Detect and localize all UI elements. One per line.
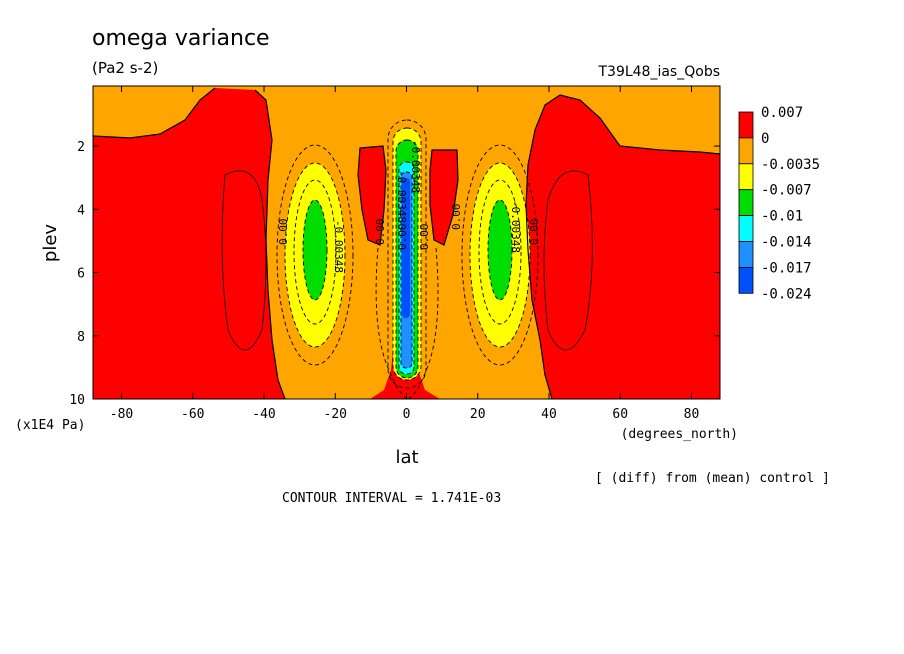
x-tick-label: 80 — [684, 407, 700, 422]
red-hole-left — [358, 146, 386, 245]
x-tick-label: -40 — [252, 407, 275, 422]
contour-label: 0.00 — [528, 219, 541, 246]
colorbar-swatch — [738, 163, 754, 191]
contour-label: -0.00348 — [395, 170, 408, 223]
y-tick-label: 2 — [77, 140, 85, 155]
x-tick-label: 0 — [403, 407, 411, 422]
green-right — [488, 200, 512, 300]
colorbar-label: -0.024 — [761, 286, 812, 302]
x-tick-label: 40 — [541, 407, 557, 422]
x-tick-label: -20 — [324, 407, 347, 422]
chart-units: (Pa2 s-2) — [92, 59, 158, 77]
run-label: T39L48_ias_Qobs — [597, 64, 720, 80]
chart-title: omega variance — [92, 26, 270, 51]
colorbar-label: -0.014 — [761, 235, 812, 251]
colorbar-swatch — [738, 215, 754, 242]
positive-contours — [221, 170, 593, 351]
y-axis: 2 4 6 8 10 — [69, 140, 720, 408]
equatorial-blue — [402, 178, 410, 318]
contour-label: 0.00 — [450, 204, 463, 231]
x-tick-label: -60 — [181, 407, 204, 422]
y-tick-label: 6 — [77, 267, 85, 282]
x-units: (degrees_north) — [621, 427, 738, 442]
y-tick-label: 10 — [69, 393, 85, 408]
colorbar-label: -0.007 — [761, 183, 812, 199]
y-units: (x1E4 Pa) — [15, 418, 85, 433]
colorbar-swatch — [738, 189, 754, 216]
contour-interval: CONTOUR INTERVAL = 1.741E-03 — [282, 491, 501, 506]
colorbar-label: 0.007 — [761, 105, 803, 121]
x-tick-label: -80 — [110, 407, 133, 422]
contour-label: -0.00348 — [409, 140, 422, 193]
zero-contours — [92, 87, 721, 400]
contour-label: 0.00 — [418, 224, 431, 251]
x-axis-label: lat — [395, 447, 418, 468]
contour-label: -0.00348 — [509, 200, 522, 253]
y-tick-label: 4 — [77, 203, 85, 218]
colorbar-label: -0.01 — [761, 209, 803, 225]
colorbar-label: 0 — [761, 131, 769, 147]
colorbar-label: -0.0035 — [761, 157, 820, 173]
footer-note: [ (diff) from (mean) control ] — [595, 471, 830, 486]
contour-label: 0.00 — [277, 219, 290, 246]
colorbar: 0.007 0 -0.0035 -0.007 -0.01 -0.014 -0.017 -0.0… — [738, 105, 820, 302]
colorbar-swatch — [738, 266, 754, 294]
x-axis: -80 -60 -40 -20 0 20 40 60 80 — [110, 86, 700, 422]
green-left — [303, 200, 327, 300]
plot-area: 0.00 -0.00348 0.00 -0.00348 0.00 0.00 -0… — [92, 85, 721, 400]
colorbar-swatch — [738, 111, 754, 139]
colorbar-swatch — [738, 241, 754, 268]
y-axis-label: plev — [40, 224, 61, 263]
contour-label: 0.00 — [396, 224, 409, 251]
negative-contours — [276, 119, 539, 400]
contour-label: 0.00 — [374, 219, 387, 246]
colorbar-swatch — [738, 137, 754, 165]
x-tick-label: 20 — [470, 407, 486, 422]
y-tick-label: 8 — [77, 330, 85, 345]
contour-label: -0.00348 — [332, 220, 345, 273]
x-tick-label: 60 — [612, 407, 628, 422]
colorbar-label: -0.017 — [761, 260, 812, 276]
